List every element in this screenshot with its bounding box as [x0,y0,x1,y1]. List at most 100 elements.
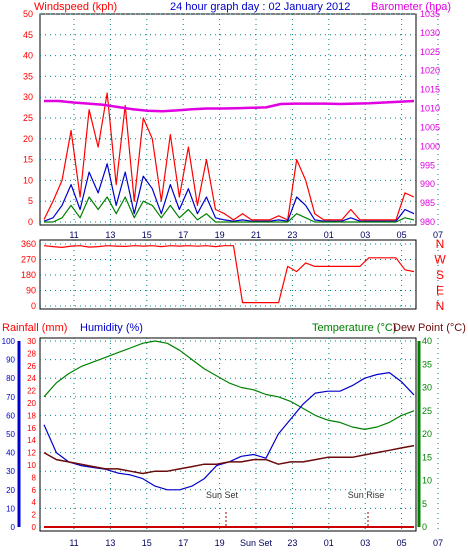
humidity-y-tick: 80 [6,374,15,383]
compass-label: W [434,253,446,267]
humidity-y-tick: 60 [6,411,15,420]
wind-y-tick: 25 [23,113,33,123]
rain-y-tick: 14 [27,436,36,445]
rain-y-tick: 26 [27,362,36,371]
temp-y-tick: 35 [422,359,432,369]
barometer-title: Barometer (hpa) [371,1,451,13]
compass-label: N [436,237,445,251]
rain-y-tick: 12 [27,449,36,458]
temp-x-tick: 05 [397,538,407,548]
direction-line [43,245,415,304]
wind-x-tick: 19 [215,230,225,240]
baro-y-tick: 1020 [420,66,440,76]
rain-y-tick: 22 [27,387,36,396]
wind-x-tick: 11 [69,230,78,240]
baro-y-tick: 990 [420,179,435,189]
humidity-y-tick: 40 [6,449,15,458]
rain-y-tick: 28 [27,349,36,358]
baro-y-tick: 995 [420,160,435,170]
compass-label: E [436,284,444,298]
baro-y-tick: 1025 [420,47,440,57]
temp-y-tick: 5 [422,499,427,509]
direction-panel-frame [39,239,417,310]
baro-y-tick: 1010 [420,104,440,114]
barometer-line [44,99,415,113]
rain-y-tick: 24 [27,374,36,383]
tick-layer: 0510152025303540455098098599099510001005… [2,9,447,548]
wind-low-line [44,196,415,223]
rain-y-tick: 0 [32,523,37,532]
wind-y-tick: 5 [28,196,33,206]
baro-y-tick: 1000 [420,141,440,151]
humidity-y-tick: 50 [6,430,15,439]
wind-x-tick: 05 [397,230,407,240]
temperature-line [43,340,415,430]
temp-x-tick: 17 [178,538,188,548]
temp-y-tick: 15 [422,452,432,462]
temp-x-tick: 03 [360,538,370,548]
temp-x-tick: Sun Set [240,538,273,548]
temp-y-tick: 40 [422,336,432,346]
rain-y-tick: 20 [27,399,36,408]
rain-y-tick: 16 [27,424,36,433]
temp-y-tick: 20 [422,429,432,439]
direction-y-tick: 360 [21,239,36,249]
direction-y-tick: 180 [21,270,36,280]
direction-y-tick: 90 [26,286,36,296]
wind-y-tick: 50 [23,9,33,19]
humidity-y-tick: 10 [6,504,15,513]
dewpoint-label: Dew Point (°C) [393,322,466,334]
wind-y-tick: 30 [23,92,33,102]
wind-y-tick: 15 [23,155,33,165]
rain-y-tick: 8 [32,473,37,482]
direction-y-tick: 270 [21,255,36,265]
wind-x-tick: 17 [178,230,188,240]
wind-x-tick: 01 [324,230,334,240]
temp-y-tick: 25 [422,406,432,416]
temp-x-tick: 23 [287,538,297,548]
sunset-annotation: Sun Set [206,490,239,500]
temp-x-tick: 01 [324,538,334,548]
rainfall-label: Rainfall (mm) [2,322,67,334]
humidity-y-tick: 90 [6,356,15,365]
sunrise-annotation: Sun Rise [348,490,385,500]
baro-y-tick: 1015 [420,85,440,95]
dewpoint-line [43,444,415,475]
compass-label: S [436,268,444,282]
temp-y-tick: 0 [422,522,427,532]
baro-y-tick: 985 [420,198,435,208]
wind-x-tick: 21 [251,230,261,240]
series-layer [43,92,415,528]
grid-layer [40,13,439,531]
baro-y-tick: 1035 [420,9,440,19]
rain-y-tick: 4 [32,498,37,507]
temp-x-tick: 11 [69,538,78,548]
humidity-y-tick: 100 [2,337,16,346]
wind-y-tick: 40 [23,51,33,61]
temp-x-tick: 13 [105,538,115,548]
baro-y-tick: 1005 [420,122,440,132]
wind-y-tick: 0 [28,217,33,227]
humidity-y-tick: 20 [6,486,15,495]
temp-x-tick: 15 [142,538,152,548]
humidity-y-tick: 70 [6,393,15,402]
wind-y-tick: 35 [23,71,33,81]
wind-y-tick: 20 [23,134,33,144]
wind-x-tick: 15 [142,230,152,240]
humidity-y-tick: 30 [6,467,15,476]
wind-x-tick: 23 [287,230,297,240]
baro-y-tick: 980 [420,217,435,227]
humidity-line [43,372,415,491]
wind-gust-line [43,92,415,221]
wind-y-tick: 45 [23,30,33,40]
baro-y-tick: 1030 [420,28,440,38]
graph-title: 24 hour graph day : 02 January 2012 [170,1,350,13]
windspeed-title: Windspeed (kph) [34,1,117,13]
rain-y-tick: 10 [27,461,36,470]
temp-panel-frame [39,337,417,532]
temp-y-tick: 10 [422,476,432,486]
wind-x-tick: 07 [433,230,443,240]
wind-y-tick: 10 [23,175,33,185]
compass-label: N [436,299,445,313]
